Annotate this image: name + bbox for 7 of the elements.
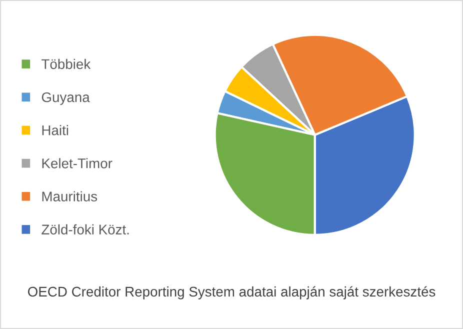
legend-label: Haiti bbox=[42, 125, 68, 136]
legend-label: Guyana bbox=[42, 92, 90, 105]
legend-label: Kelet-Timor bbox=[42, 158, 112, 168]
text: OECD Creditor Reporting System adatai alapján saját szerkesztés bbox=[28, 286, 436, 300]
legend-label: Többiek bbox=[42, 58, 91, 70]
legend-label: Mauritius bbox=[42, 191, 98, 202]
legend-label: Zöld-foki Közt. bbox=[42, 224, 129, 234]
